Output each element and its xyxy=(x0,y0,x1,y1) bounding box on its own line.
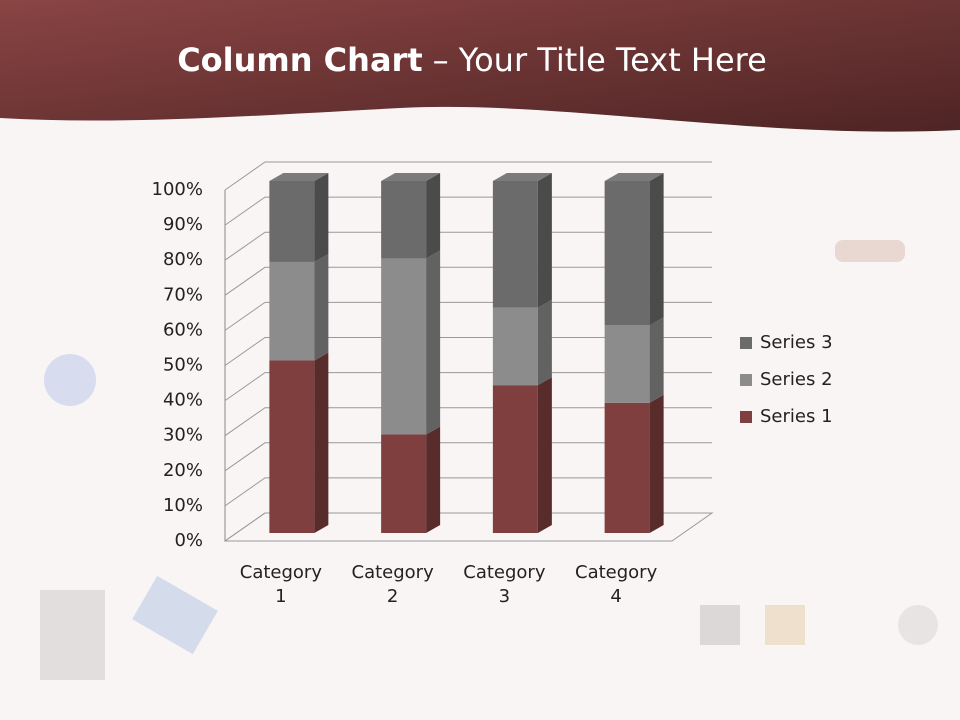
grid-line xyxy=(224,301,712,331)
y-tick-label: 60% xyxy=(163,319,203,340)
bar-side xyxy=(649,394,664,533)
bar-segment xyxy=(269,360,315,533)
x-tick-label: Category 4 xyxy=(575,562,658,607)
legend-label: Series 1 xyxy=(760,406,833,427)
y-tick-label: 100% xyxy=(152,179,203,200)
bar-side xyxy=(649,173,664,326)
background-decor xyxy=(40,240,938,680)
bar-segment xyxy=(269,181,315,262)
y-tick-label: 40% xyxy=(163,390,203,411)
header-band xyxy=(0,0,960,132)
grid-line xyxy=(224,372,712,402)
bar-side xyxy=(537,173,552,308)
y-tick-label: 20% xyxy=(163,460,203,481)
grid-line xyxy=(224,477,712,507)
bar-side xyxy=(426,426,441,533)
grid-line xyxy=(224,512,712,542)
x-tick-label: Category 2 xyxy=(351,562,434,607)
y-tick-label: 70% xyxy=(163,284,203,305)
bar-top xyxy=(381,173,441,181)
legend-swatch xyxy=(740,411,752,423)
bar-side xyxy=(426,173,441,259)
bar-side xyxy=(314,352,329,533)
grid-line xyxy=(224,266,712,296)
bar-side xyxy=(314,253,329,361)
bar-top xyxy=(269,173,329,181)
grid-line xyxy=(224,337,712,366)
bar-segment xyxy=(492,385,538,533)
legend-swatch xyxy=(740,374,752,386)
bar-segment xyxy=(381,258,427,435)
bar-segment xyxy=(269,261,315,361)
title-rest: – Your Title Text Here xyxy=(433,41,767,79)
legend-swatch xyxy=(740,337,752,349)
y-tick-label: 90% xyxy=(163,214,203,235)
grid-line xyxy=(224,442,712,472)
legend-label: Series 3 xyxy=(760,332,833,353)
y-tick-label: 50% xyxy=(163,355,203,376)
bar-segment xyxy=(492,307,538,386)
y-tick-label: 10% xyxy=(163,495,203,516)
title-bold: Column Chart xyxy=(177,41,422,79)
x-tick-label: Category 1 xyxy=(239,562,322,607)
bar-segment xyxy=(604,181,650,326)
bar-side xyxy=(314,173,329,262)
grid-line xyxy=(224,407,712,437)
bar-side xyxy=(537,377,552,533)
bar-segment xyxy=(604,402,650,533)
y-tick-label: 80% xyxy=(163,249,203,270)
bar-segment xyxy=(381,434,427,533)
bar-top xyxy=(604,173,664,181)
grid-line xyxy=(224,161,712,191)
bar-segment xyxy=(492,181,538,308)
grid-line xyxy=(224,231,712,261)
bar-segment xyxy=(381,181,427,259)
legend-label: Series 2 xyxy=(760,369,833,390)
bar-segment xyxy=(604,325,650,403)
x-tick-label: Category 3 xyxy=(463,562,546,607)
bar-top xyxy=(492,173,552,181)
bar-side xyxy=(426,250,441,435)
chart-title: Column Chart – Your Title Text Here xyxy=(177,41,767,79)
bar-side xyxy=(649,317,664,403)
y-tick-label: 0% xyxy=(174,530,203,551)
y-tick-label: 30% xyxy=(163,425,203,446)
bar-side xyxy=(537,299,552,386)
grid-line xyxy=(224,196,712,226)
